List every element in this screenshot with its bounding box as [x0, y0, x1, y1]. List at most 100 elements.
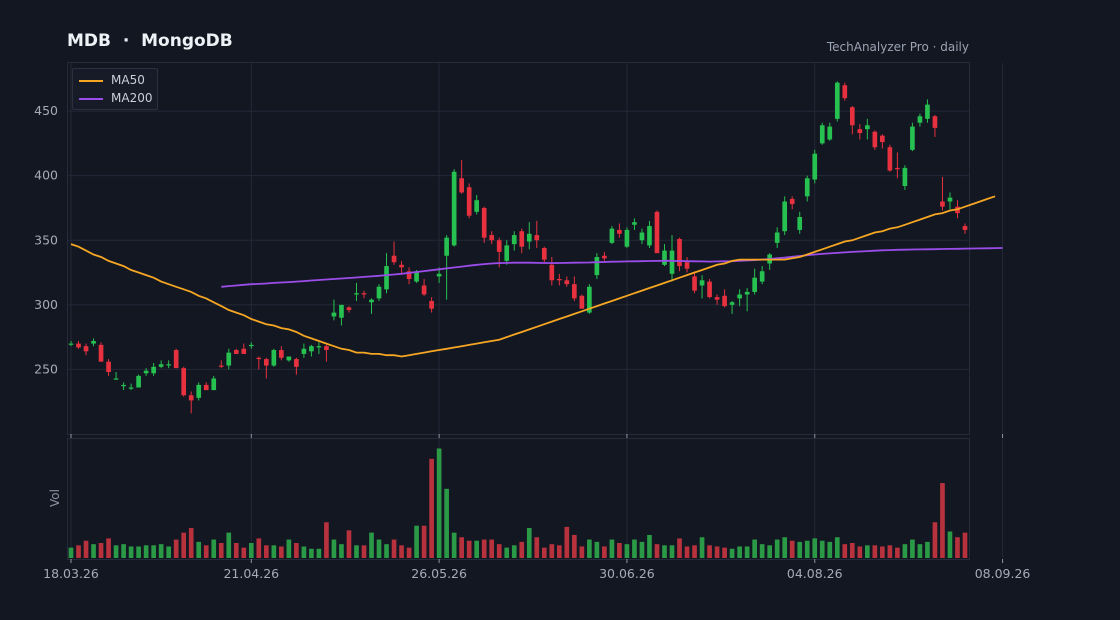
volume-bar: [887, 545, 893, 558]
candle-body: [917, 116, 923, 123]
volume-bar: [782, 537, 788, 558]
candle-body: [849, 107, 855, 126]
candle-body: [406, 271, 412, 279]
volume-bar: [196, 541, 202, 558]
volume-bar: [256, 538, 262, 558]
candle-body: [429, 300, 434, 309]
volume-bar: [369, 532, 374, 558]
volume-bars: [68, 448, 968, 558]
candle-body: [834, 82, 840, 119]
candle-body: [865, 125, 870, 130]
volume-bar: [594, 541, 600, 558]
volume-bar: [872, 545, 878, 558]
volume-bar: [83, 540, 89, 558]
x-tick-label: 30.06.26: [599, 566, 655, 581]
x-tick-label: 18.03.26: [43, 566, 99, 581]
candle-body: [587, 286, 592, 313]
volume-bar: [233, 543, 239, 558]
candle-body: [106, 361, 111, 372]
volume-bar: [759, 544, 765, 558]
legend-swatch-ma200: [79, 97, 103, 100]
volume-bar: [564, 526, 570, 558]
candle-body: [248, 344, 254, 347]
y-axis-ticks: 250 300 350 400 450: [34, 103, 58, 376]
candle-body: [692, 276, 697, 291]
volume-bar: [707, 545, 712, 558]
candle-body: [602, 255, 607, 259]
volume-bar: [166, 546, 171, 558]
candle-body: [136, 375, 141, 388]
volume-bar: [436, 448, 442, 558]
volume-bar: [511, 545, 517, 558]
volume-bar: [354, 545, 359, 558]
candle-body: [526, 233, 532, 242]
volume-bar: [895, 547, 900, 558]
candle-body: [932, 116, 938, 128]
ma200-line: [221, 247, 1003, 288]
candle-body: [556, 279, 562, 281]
volume-bar: [662, 545, 667, 558]
candle-body: [722, 295, 727, 307]
volume-bar: [143, 545, 149, 558]
candle-body: [511, 235, 517, 245]
candle-body: [940, 201, 945, 207]
candle-body: [617, 229, 622, 234]
candle-body: [376, 286, 382, 299]
volume-bar: [444, 488, 449, 558]
chart-legend: MA50 MA200: [72, 68, 158, 110]
x-tick-label: 26.05.26: [411, 566, 467, 581]
volume-bar: [481, 539, 487, 558]
candle-body: [662, 250, 667, 265]
volume-bar: [692, 545, 697, 558]
candle-body: [887, 147, 893, 171]
candle-body: [474, 200, 480, 212]
volume-bar: [98, 543, 104, 558]
volume-bar: [827, 541, 833, 558]
candle-body: [609, 228, 615, 243]
candle-body: [466, 187, 472, 216]
volume-bar: [496, 544, 502, 558]
candle-body: [414, 271, 419, 282]
candle-body: [647, 226, 652, 246]
volume-bar: [962, 532, 968, 558]
price-panel-frame: [67, 62, 970, 435]
legend-item-ma200: MA200: [79, 90, 152, 106]
volume-bar: [947, 531, 953, 558]
volume-bar: [541, 547, 547, 558]
volume-bar: [699, 537, 705, 558]
volume-bar: [218, 543, 224, 558]
candle-body: [339, 304, 344, 318]
candle-body: [91, 341, 96, 344]
candle-body: [872, 131, 878, 148]
candle-body: [541, 248, 547, 260]
volume-bar: [121, 544, 126, 558]
volume-bar: [812, 538, 818, 558]
candle-body: [819, 125, 825, 144]
candle-body: [857, 129, 863, 134]
volume-bar: [414, 525, 419, 558]
volume-bar: [819, 540, 825, 558]
candle-body: [699, 280, 705, 286]
candle-body: [324, 346, 329, 351]
candle-body: [158, 364, 164, 367]
candle-body: [83, 346, 89, 352]
candle-body: [669, 250, 675, 274]
volume-bar: [361, 545, 367, 558]
volume-bar: [151, 545, 156, 558]
candle-body: [684, 262, 690, 269]
candle-body: [579, 295, 585, 309]
candle-body: [895, 167, 900, 170]
volume-bar: [579, 546, 585, 558]
candle-body: [166, 364, 171, 366]
candle-body: [812, 153, 818, 180]
volume-bar: [684, 546, 690, 558]
candle-body: [421, 285, 427, 295]
volume-bar: [669, 545, 675, 558]
volume-bar: [632, 539, 637, 558]
candle-body: [128, 387, 134, 389]
candle-body: [98, 344, 104, 362]
volume-bar: [128, 546, 134, 558]
candle-body: [759, 271, 765, 282]
candle-body: [316, 346, 322, 348]
volume-bar: [624, 544, 630, 558]
